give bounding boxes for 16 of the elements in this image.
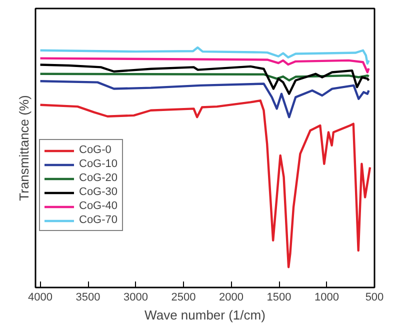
x-tick-label: 3000 [124,292,148,304]
x-tick-label: 2000 [219,292,244,304]
x-tick-label: 2500 [171,292,196,304]
legend-label: CoG-20 [79,172,118,184]
x-tick-label: 4000 [28,292,53,304]
x-tick-label: 3500 [76,292,100,304]
y-axis-title: Transmittance (%) [16,95,32,201]
legend-label: CoG-40 [79,200,118,212]
x-axis-title: Wave number (1/cm) [144,308,266,322]
legend-label: CoG-70 [79,214,118,226]
x-tick-label: 1500 [266,292,292,304]
legend-label: CoG-0 [79,144,112,156]
x-tick-label: 500 [365,292,384,304]
legend-label: CoG-10 [79,158,118,170]
legend-label: CoG-30 [79,186,118,198]
x-tick-label: 1000 [314,292,340,304]
